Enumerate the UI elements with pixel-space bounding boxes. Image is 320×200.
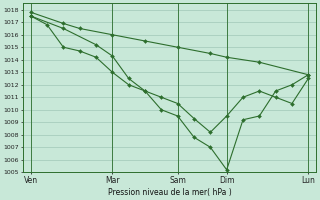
X-axis label: Pression niveau de la mer( hPa ): Pression niveau de la mer( hPa ) [108,188,231,197]
